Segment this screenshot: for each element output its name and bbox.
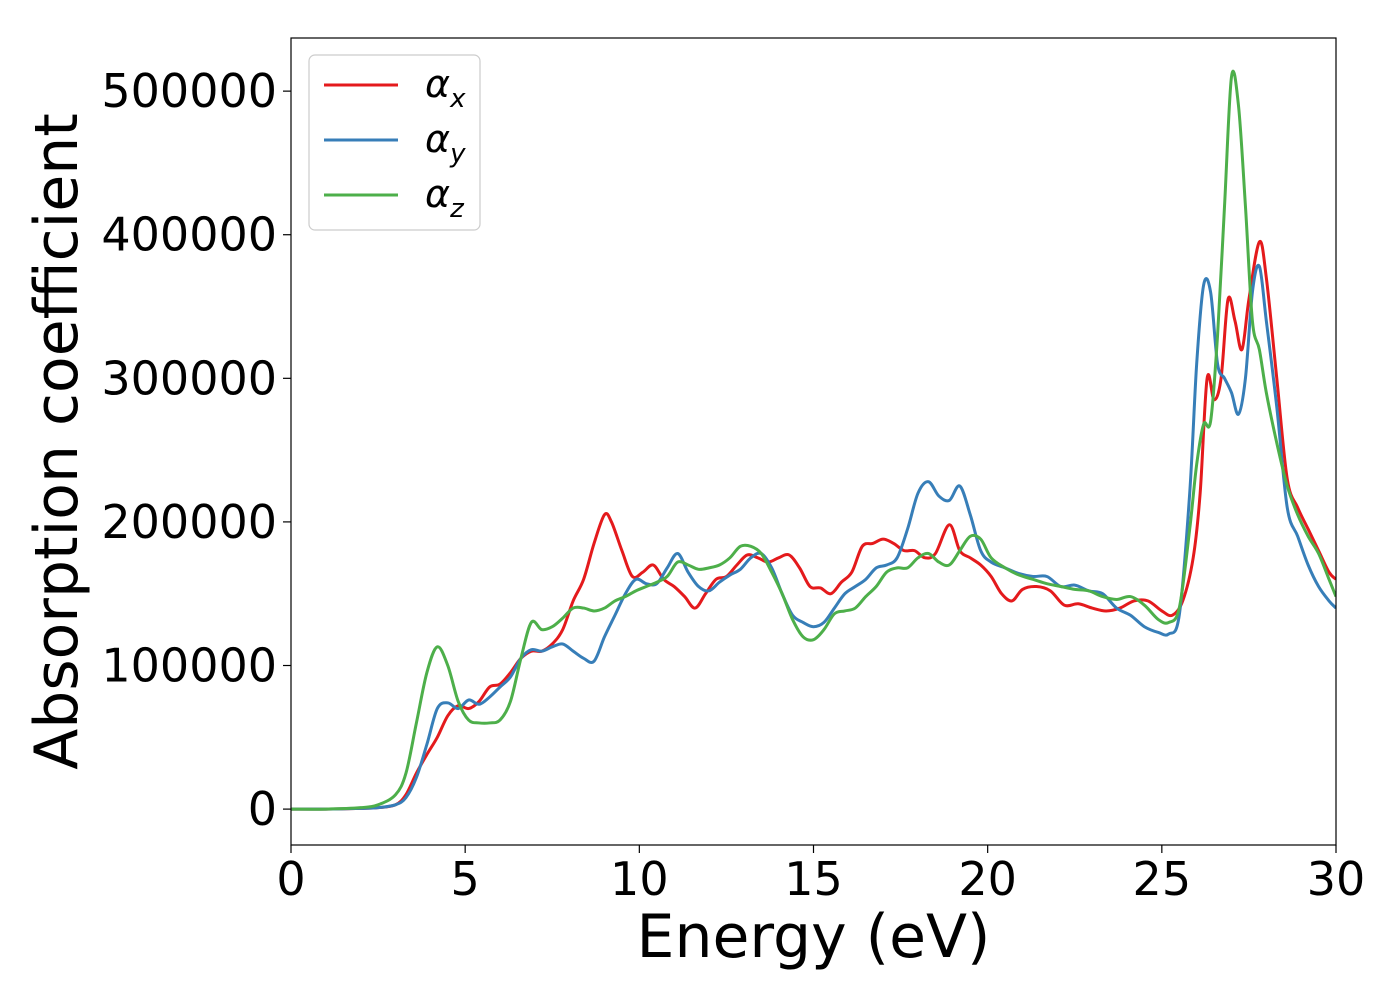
x-tick-label: 20	[958, 852, 1017, 906]
y-tick-label: 500000	[101, 64, 277, 118]
x-tick-label: 30	[1307, 852, 1366, 906]
series-line-z	[291, 69, 1336, 811]
y-tick-label: 400000	[101, 208, 277, 262]
x-tick-label: 0	[276, 852, 305, 906]
y-tick-label: 0	[248, 782, 277, 836]
x-tick-label: 5	[451, 852, 480, 906]
series-line-x	[291, 239, 1336, 811]
x-tick-label: 10	[610, 852, 669, 906]
y-axis-label: Absorption coefficient	[22, 113, 92, 770]
y-tick-label: 300000	[101, 351, 277, 405]
legend-label-x: αx	[425, 62, 466, 114]
x-axis-label: Energy (eV)	[637, 902, 991, 972]
legend-label-y: αy	[425, 117, 466, 169]
x-tick-label: 15	[784, 852, 843, 906]
x-tick-label: 25	[1133, 852, 1192, 906]
y-tick-label: 100000	[101, 639, 277, 693]
legend-label-z: αz	[425, 172, 465, 224]
series-line-y	[291, 263, 1336, 811]
legend-box	[308, 54, 481, 231]
y-tick-label: 200000	[101, 495, 277, 549]
